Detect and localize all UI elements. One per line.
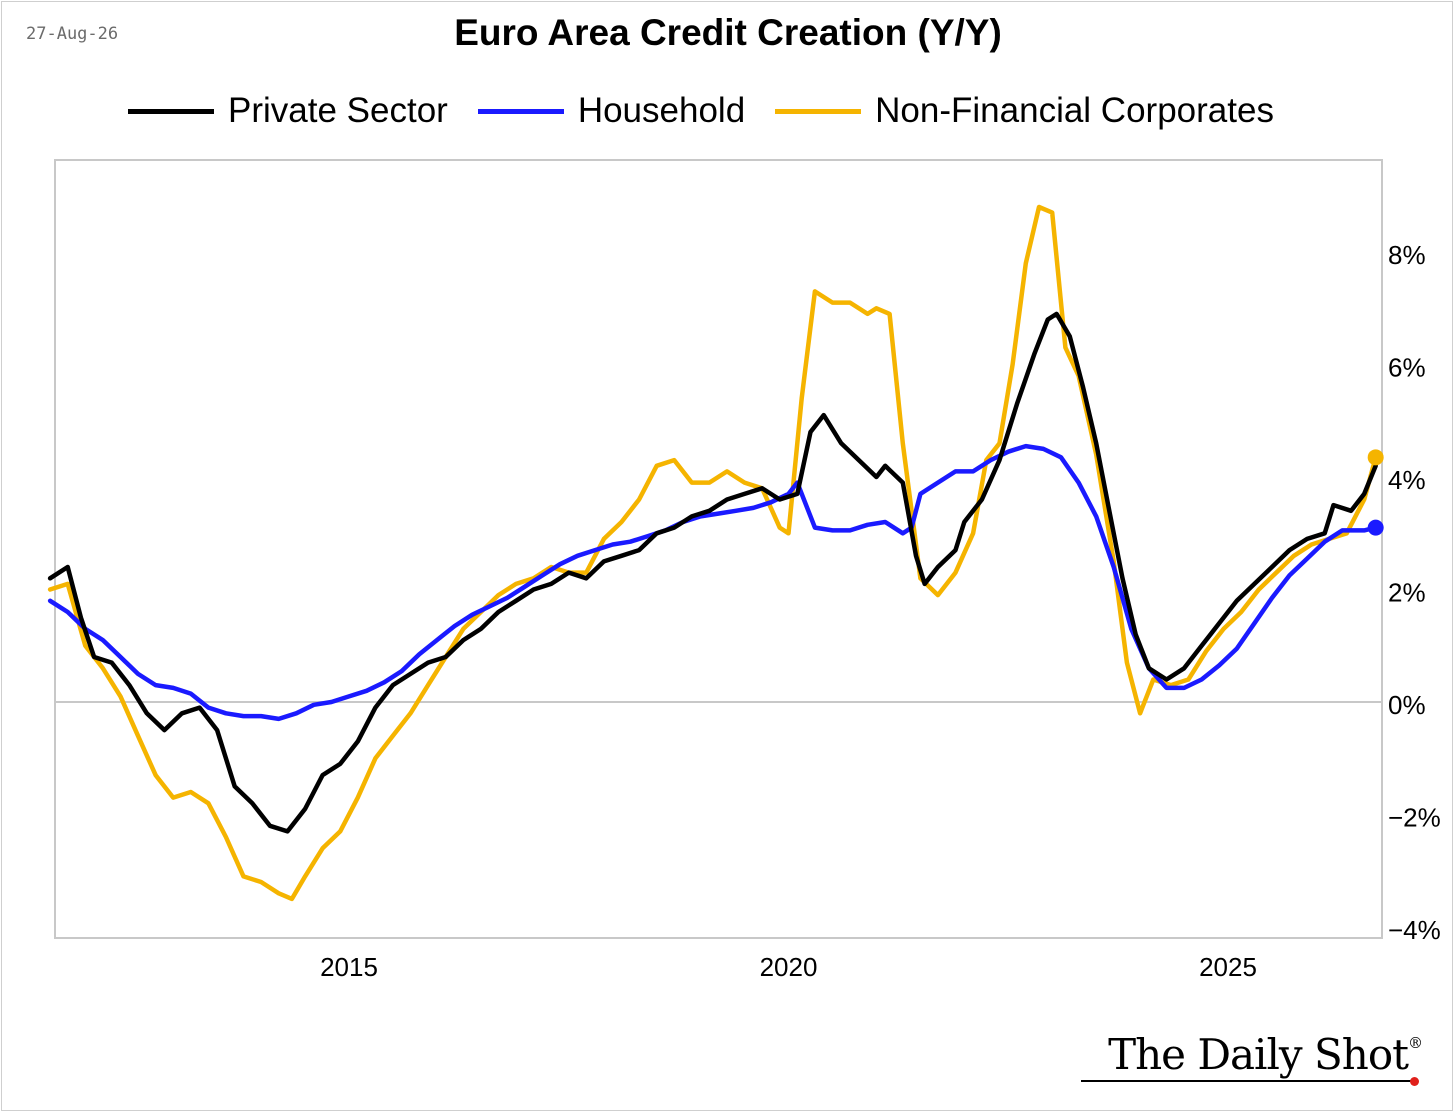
y-tick-label: 6% (1388, 353, 1426, 383)
logo: The Daily Shot® (1108, 1030, 1423, 1079)
legend-item-non-financial-corporates: Non-Financial Corporates (775, 91, 1274, 131)
legend-item-household: Household (477, 91, 746, 131)
x-tick-label: 2015 (320, 952, 378, 982)
series-line-household (47, 443, 1378, 722)
y-tick-label: 8% (1388, 240, 1426, 270)
date-label: 27-Aug-26 (26, 24, 119, 44)
plot-area-border (54, 159, 1383, 939)
series-line-non-financial-corporates (47, 204, 1378, 902)
y-tick-label: 0% (1388, 690, 1426, 720)
end-marker-non-financial-corporates (1367, 449, 1384, 466)
logo-underline (1081, 1080, 1415, 1082)
end-marker-household (1367, 519, 1384, 536)
series-line-private-sector (47, 311, 1378, 834)
y-tick-label: −2% (1388, 803, 1441, 833)
legend: Private Sector Household Non-Financial C… (128, 88, 1304, 134)
legend-swatch-private-sector (128, 108, 214, 114)
chart-title: Euro Area Credit Creation (Y/Y) (454, 12, 1002, 53)
legend-swatch-non-financial-corporates (775, 108, 862, 114)
logo-registered-mark: ® (1408, 1034, 1423, 1052)
legend-label-non-financial-corporates: Non-Financial Corporates (875, 91, 1274, 130)
legend-item-private-sector: Private Sector (128, 91, 448, 131)
logo-dot (1410, 1077, 1419, 1086)
x-tick-label: 2020 (760, 952, 818, 982)
legend-label-household: Household (577, 91, 746, 130)
x-tick-label: 2025 (1199, 952, 1257, 982)
legend-swatch-household (477, 108, 564, 114)
y-tick-label: 4% (1388, 465, 1426, 495)
y-tick-label: −4% (1388, 915, 1441, 945)
logo-text: The Daily Shot (1108, 1030, 1409, 1079)
y-tick-label: 2% (1388, 578, 1426, 608)
legend-label-private-sector: Private Sector (228, 91, 448, 130)
